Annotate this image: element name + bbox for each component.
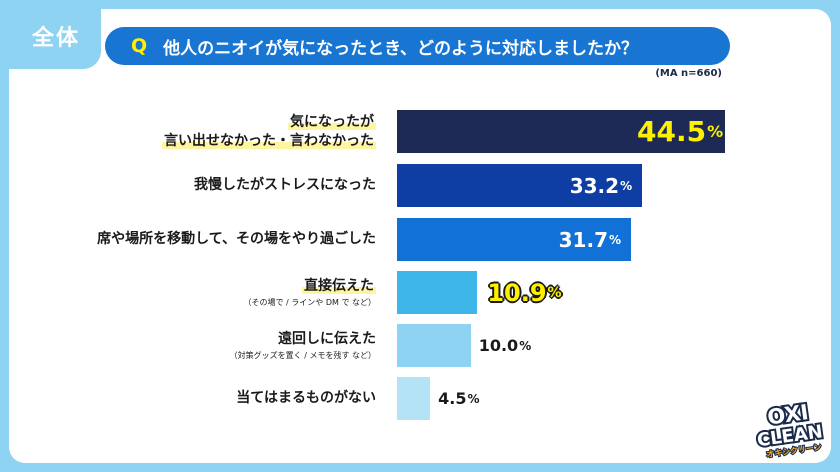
value-unit: % xyxy=(467,391,480,406)
category-label: 遠回しに伝えた （対策グッズを置く / メモを残す など） xyxy=(230,324,376,367)
oxiclean-logo: OXI CLEAN オキシクリーン xyxy=(754,398,826,460)
bar-row: 当てはまるものがない 4.5% xyxy=(0,377,840,420)
badge-label: 全体 xyxy=(31,26,80,51)
value-number: 10.9 xyxy=(487,278,547,307)
category-label-line: 当てはまるものがない xyxy=(236,390,376,407)
category-label-line: 言い出せなかった・言わなかった xyxy=(162,132,376,149)
value-number: 33.2 xyxy=(569,173,620,198)
bar-row: 気になったが言い出せなかった・言わなかった 44.5% xyxy=(0,110,840,153)
category-label: 気になったが言い出せなかった・言わなかった xyxy=(162,110,376,153)
category-label: 席や場所を移動して、その場をやり過ごした xyxy=(97,218,376,261)
value-unit: % xyxy=(519,338,532,353)
value-label: 44.5% xyxy=(637,110,723,153)
value-number: 4.5 xyxy=(438,389,467,408)
question-text: 他人のニオイが気になったとき、どのように対応しましたか？ xyxy=(163,38,638,59)
category-label: 当てはまるものがない xyxy=(236,377,376,420)
bar xyxy=(397,218,631,261)
value-label: 33.2% xyxy=(570,164,632,207)
category-sublabel: （その場で / ラインや DM で など） xyxy=(243,298,376,308)
category-sublabel: （対策グッズを置く / メモを残す など） xyxy=(229,351,376,361)
category-label-line: 我慢したがストレスになった xyxy=(194,177,376,194)
category-label-line: 席や場所を移動して、その場をやり過ごした xyxy=(97,231,376,248)
question-banner: Q 他人のニオイが気になったとき、どのように対応しましたか？ xyxy=(105,27,730,65)
bar xyxy=(397,324,471,367)
value-label: 31.7% xyxy=(559,218,621,261)
bar-row: 遠回しに伝えた （対策グッズを置く / メモを残す など） 10.0% xyxy=(0,324,840,367)
value-unit: % xyxy=(609,232,622,247)
bar-row: 我慢したがストレスになった 33.2% xyxy=(0,164,840,207)
bar xyxy=(397,110,725,153)
category-label: 我慢したがストレスになった xyxy=(194,164,376,207)
bar xyxy=(397,164,642,207)
question-mark: Q xyxy=(131,35,148,57)
bar-row: 直接伝えた （その場で / ラインや DM で など） 10.9% xyxy=(0,271,840,314)
value-label: 10.9% xyxy=(487,271,561,314)
category-label: 直接伝えた （その場で / ラインや DM で など） xyxy=(244,271,376,314)
value-unit: % xyxy=(547,284,562,301)
value-unit: % xyxy=(620,178,633,193)
bar xyxy=(397,271,478,314)
value-label: 10.0% xyxy=(479,324,532,367)
bar-row: 席や場所を移動して、その場をやり過ごした 31.7% xyxy=(0,218,840,261)
value-number: 31.7 xyxy=(558,227,608,252)
value-number: 44.5 xyxy=(637,115,707,148)
value-label: 4.5% xyxy=(438,377,479,420)
category-label-line: 遠回しに伝えた xyxy=(278,330,376,347)
value-number: 10.0 xyxy=(478,336,519,355)
category-label-line: 直接伝えた xyxy=(302,277,376,294)
value-unit: % xyxy=(707,122,724,141)
category-label-line: 気になったが xyxy=(288,113,376,130)
badge-container: 全体 xyxy=(9,9,101,69)
sample-note: (MA n=660) xyxy=(655,68,722,79)
bar xyxy=(397,377,431,420)
